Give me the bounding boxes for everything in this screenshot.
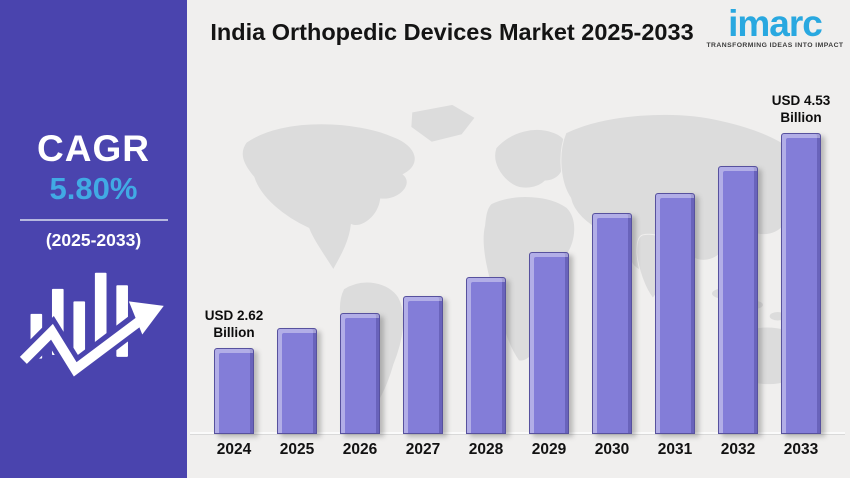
bar-column: 2026	[338, 85, 382, 465]
bar-column: 2032	[716, 85, 760, 465]
x-axis-tick-label: 2031	[657, 440, 693, 458]
bar-2032	[718, 166, 758, 434]
x-axis-tick-label: 2024	[216, 440, 252, 458]
x-axis-tick-label: 2029	[531, 440, 567, 458]
bar-column: USD 4.53 Billion 2033	[772, 85, 831, 465]
x-axis-tick-label: 2026	[342, 440, 378, 458]
x-axis-tick-label: 2028	[468, 440, 504, 458]
bar-chart: USD 2.62 Billion 2024 2025 2026 2027 2028 2029…	[190, 85, 845, 465]
bar-column: 2029	[527, 85, 571, 465]
value-label: USD 2.62 Billion	[204, 307, 264, 341]
bar-column: 2028	[464, 85, 508, 465]
page-title: India Orthopedic Devices Market 2025-203…	[210, 19, 694, 45]
x-axis-tick-label: 2033	[783, 440, 819, 458]
x-axis-tick-label: 2027	[405, 440, 441, 458]
value-label: USD 4.53 Billion	[771, 92, 831, 126]
x-axis-tick-label: 2032	[720, 440, 756, 458]
bar-column: USD 2.62 Billion 2024	[205, 85, 264, 465]
imarc-logo-tagline: TRANSFORMING IDEAS INTO IMPACT	[706, 42, 844, 50]
x-axis-tick-label: 2025	[279, 440, 315, 458]
bar-2027	[403, 296, 443, 434]
bar-column: 2025	[275, 85, 319, 465]
cagr-label: CAGR	[37, 128, 150, 169]
plot-area: USD 2.62 Billion 2024 2025 2026 2027 2028 2029…	[205, 85, 831, 465]
bar-2033	[781, 133, 821, 434]
bar-2030	[592, 213, 632, 434]
bar-column: 2027	[401, 85, 445, 465]
cagr-period: (2025-2033)	[45, 230, 142, 250]
x-axis-tick-label: 2030	[594, 440, 630, 458]
bar-2029	[529, 252, 569, 434]
growth-chart-arrow-icon	[17, 272, 164, 384]
bar-2028	[466, 277, 506, 434]
bar-2031	[655, 193, 695, 434]
cagr-value: 5.80%	[49, 171, 138, 206]
imarc-logo: imarc TRANSFORMING IDEAS INTO IMPACT	[706, 3, 844, 50]
bar-2025	[277, 328, 317, 434]
bar-column: 2030	[590, 85, 634, 465]
bar-2026	[340, 313, 380, 434]
bar-column: 2031	[653, 85, 697, 465]
x-axis-line	[190, 432, 845, 434]
cagr-panel: CAGR 5.80% (2025-2033)	[0, 0, 187, 478]
imarc-logo-text: imarc	[728, 3, 823, 44]
bar-2024	[214, 348, 254, 434]
divider-line	[19, 219, 168, 221]
